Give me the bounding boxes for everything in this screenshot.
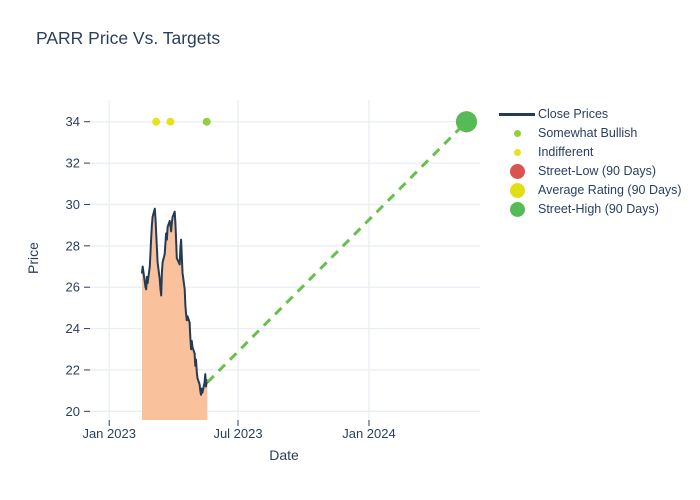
x-tick-label: Jan 2023 [82, 426, 136, 441]
y-tick-label: 22 [66, 362, 80, 377]
chart-legend: Close Prices Somewhat Bullish Indifferent S… [496, 105, 682, 219]
legend-item-street-low-90-days[interactable]: Street-Low (90 Days) [496, 162, 682, 181]
legend-item-street-high-90-days[interactable]: Street-High (90 Days) [496, 200, 682, 219]
legend-item-indifferent[interactable]: Indifferent [496, 143, 682, 162]
y-tick-label: 34 [66, 114, 80, 129]
legend-label: Somewhat Bullish [538, 126, 638, 140]
x-tick-label: Jul 2023 [213, 426, 262, 441]
legend-marker-cell [496, 149, 538, 156]
legend-label: Indifferent [538, 145, 594, 159]
legend-marker-cell [496, 164, 538, 179]
legend-marker-cell [496, 202, 538, 217]
rating-dot-indifferent[interactable] [166, 117, 175, 126]
legend-label: Average Rating (90 Days) [538, 183, 682, 197]
close-price-area-fill [142, 208, 208, 420]
legend-marker-cell [496, 113, 538, 116]
legend-marker-icon [509, 183, 525, 198]
chart-title: PARR Price Vs. Targets [36, 28, 221, 48]
legend-item-close-prices[interactable]: Close Prices [496, 105, 682, 124]
legend-marker-cell [496, 130, 538, 137]
x-tick-label: Jan 2024 [342, 426, 396, 441]
legend-marker-icon [509, 202, 525, 217]
legend-line-swatch [499, 113, 535, 116]
legend-label: Close Prices [538, 107, 609, 121]
legend-marker-icon [513, 130, 521, 137]
target-marker-street-high[interactable] [455, 111, 477, 133]
y-tick-label: 20 [66, 404, 80, 419]
legend-label: Street-Low (90 Days) [538, 164, 657, 178]
y-tick-label: 24 [66, 321, 80, 336]
x-axis-title: Date [269, 447, 299, 463]
y-tick-label: 28 [66, 238, 80, 253]
legend-item-somewhat-bullish[interactable]: Somewhat Bullish [496, 124, 682, 143]
legend-label: Street-High (90 Days) [538, 202, 659, 216]
rating-dot-indifferent[interactable] [152, 117, 161, 126]
y-tick-label: 26 [66, 280, 80, 295]
y-tick-label: 32 [66, 156, 80, 171]
legend-marker-icon [513, 149, 521, 156]
target-trend-line [206, 120, 468, 384]
close-price-line [141, 207, 209, 396]
rating-dot-somewhat-bullish[interactable] [202, 117, 211, 126]
legend-item-average-rating-90-days[interactable]: Average Rating (90 Days) [496, 181, 682, 200]
y-tick-label: 30 [66, 197, 80, 212]
legend-marker-icon [509, 164, 525, 179]
legend-marker-cell [496, 183, 538, 198]
